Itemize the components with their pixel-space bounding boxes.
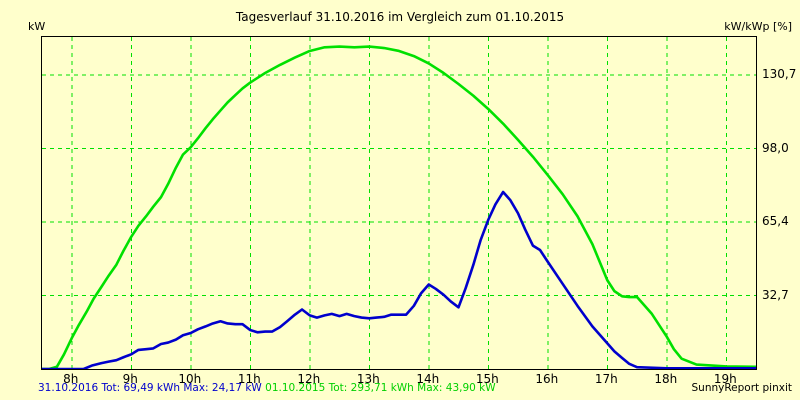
credit-label: SunnyReport pinxit — [691, 382, 792, 394]
right-axis-tick-label: 32,7 — [762, 287, 789, 302]
chart-legend-footer: 31.10.2016 Tot: 69,49 kWh Max: 24,17 kW … — [38, 382, 496, 394]
x-axis-tick-label: 18h — [654, 372, 678, 386]
legend-series-b: 01.10.2015 Tot: 293,71 kWh Max: 43,90 kW — [265, 382, 496, 394]
x-axis-tick-label: 17h — [594, 372, 618, 386]
gridlines — [42, 37, 756, 369]
right-axis-tick-label: 65,4 — [762, 214, 789, 229]
series-line-01.10.2015 — [42, 45, 756, 369]
series-lines — [42, 45, 756, 369]
x-axis-tick-label: 16h — [535, 372, 559, 386]
right-axis-tick-label: 130,7 — [762, 67, 797, 82]
legend-series-a: 31.10.2016 Tot: 69,49 kWh Max: 24,17 kW — [38, 382, 262, 394]
plot-svg — [42, 37, 756, 369]
chart-title: Tagesverlauf 31.10.2016 im Vergleich zum… — [235, 10, 565, 24]
series-line-31.10.2016 — [42, 190, 756, 369]
left-axis-unit-label: kW — [28, 20, 46, 33]
plot-area — [41, 36, 757, 370]
right-axis-tick-label: 98,0 — [762, 140, 789, 155]
right-axis-unit-label: kW/kWp [%] — [724, 20, 792, 33]
